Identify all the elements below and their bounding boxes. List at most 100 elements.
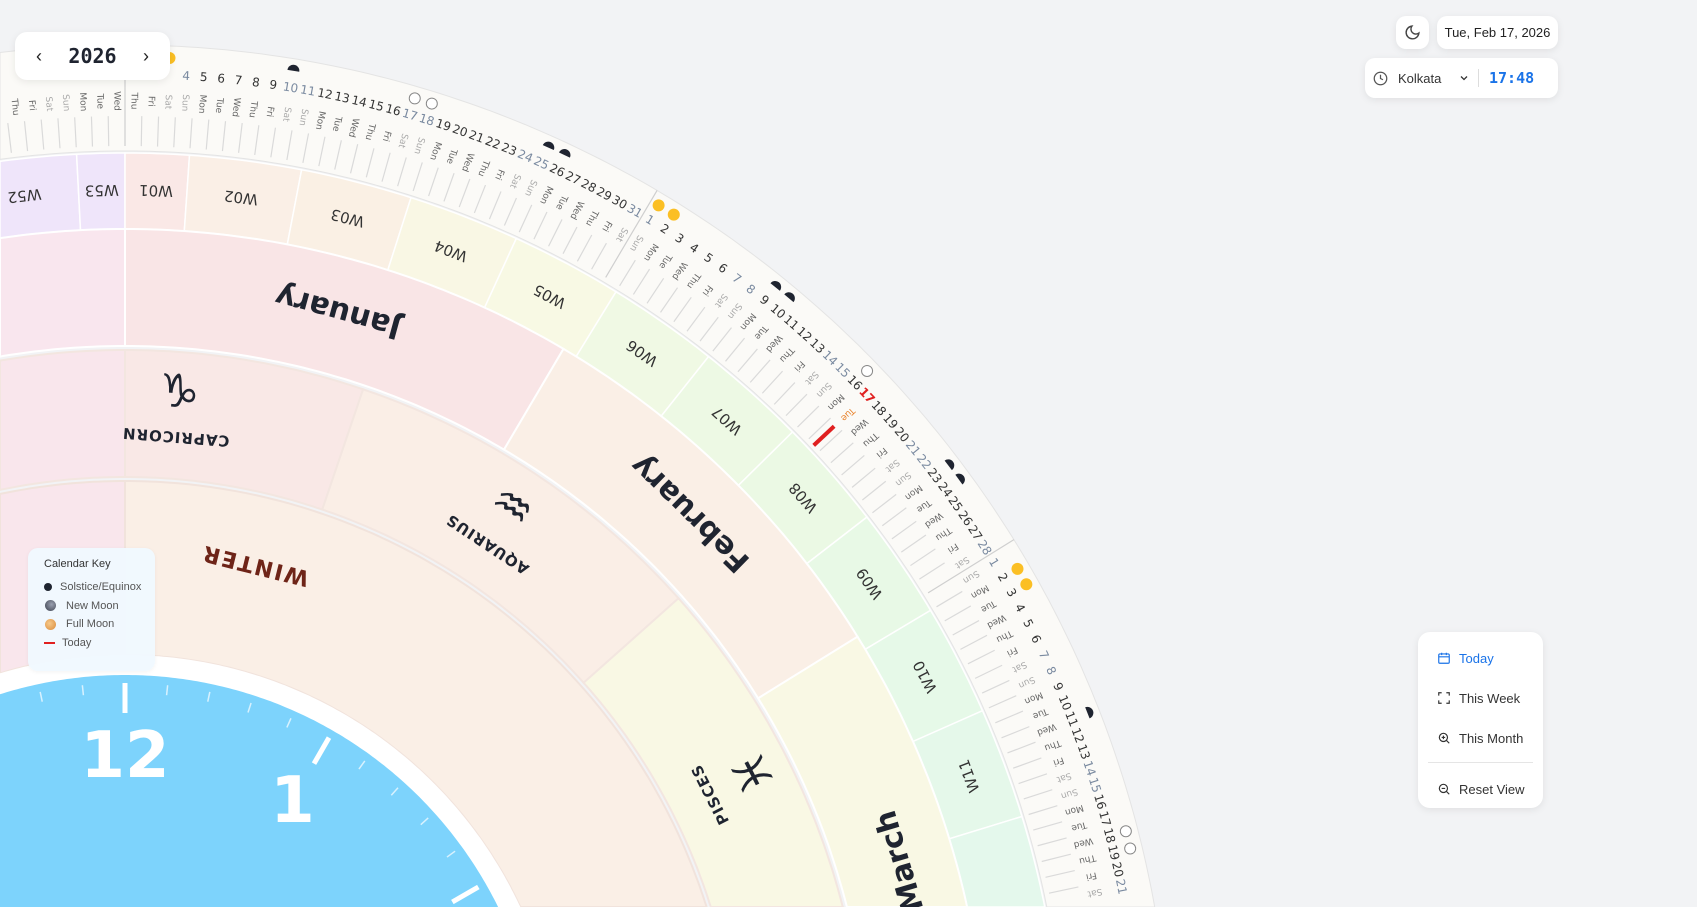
weekday-label: Sat: [1086, 886, 1103, 899]
day-tick: [981, 679, 1010, 694]
week-label: W01: [139, 181, 174, 200]
day-number: 25: [531, 154, 551, 173]
zodiac-segment[interactable]: [582, 596, 844, 907]
today-button[interactable]: Today: [1418, 638, 1543, 678]
day-number: 19: [1105, 843, 1122, 861]
weekday-label: Sat: [43, 96, 54, 112]
month-segment[interactable]: [756, 635, 969, 907]
day-tick: [302, 133, 310, 164]
day-tick: [761, 370, 784, 394]
day-number: 28: [975, 537, 995, 557]
this-month-button[interactable]: This Month: [1418, 718, 1543, 758]
day-number: 16: [1091, 792, 1109, 811]
day-tick: [349, 144, 359, 174]
quarter-moon-icon: [542, 141, 555, 151]
day-tick: [862, 480, 887, 501]
day-tick: [773, 382, 796, 405]
wheel-rings: [0, 44, 1156, 907]
this-week-label: This Week: [1459, 690, 1521, 706]
day-tick: [712, 327, 732, 352]
day-tick: [221, 121, 227, 152]
day-tick: [107, 116, 110, 147]
quarter-moon-icon: [1085, 706, 1094, 719]
day-number: 26: [547, 161, 567, 180]
legend-label: Today: [62, 636, 92, 649]
day-tick: [156, 116, 160, 147]
day-tick: [428, 167, 439, 197]
day-tick: [334, 140, 342, 170]
calendar-key: Calendar Key Solstice/Equinox New Moon F…: [28, 548, 155, 671]
legend-label: Full Moon: [66, 618, 115, 631]
season-segment[interactable]: [124, 480, 708, 907]
clock-icon: [1373, 71, 1388, 85]
chevron-left-icon[interactable]: ‹: [36, 45, 42, 66]
weekday-label: Wed: [346, 117, 360, 138]
day-number: 8: [251, 75, 260, 90]
day-tick: [952, 620, 980, 636]
month-segment[interactable]: [0, 228, 126, 358]
legend-item: New Moon: [44, 597, 155, 616]
day-tick: [995, 710, 1024, 724]
timezone-selector[interactable]: Kolkata 17:48: [1365, 58, 1558, 98]
day-tick: [988, 695, 1017, 709]
day-number: 21: [467, 127, 486, 145]
chevron-down-icon[interactable]: [1458, 72, 1470, 84]
day-tick: [488, 191, 502, 220]
day-tick: [591, 242, 607, 270]
year-label: 2026: [68, 44, 117, 68]
this-week-button[interactable]: This Week: [1418, 678, 1543, 718]
zodiac-segment[interactable]: [0, 349, 126, 491]
day-tick: [254, 125, 260, 156]
day-tick: [605, 190, 658, 278]
day-tick: [458, 178, 471, 208]
day-number: 13: [1075, 742, 1093, 761]
day-tick: [749, 359, 771, 383]
weekday-label: Sat: [280, 106, 292, 123]
day-number: 28: [579, 176, 599, 195]
day-tick: [1007, 741, 1036, 754]
day-number: 16: [384, 101, 402, 119]
day-number: 19: [434, 116, 453, 134]
chevron-right-icon[interactable]: ›: [142, 45, 149, 66]
weekday-label: Thu: [1078, 852, 1098, 866]
day-number: 10: [1056, 693, 1075, 712]
theme-toggle-button[interactable]: [1396, 16, 1429, 49]
day-tick: [1012, 757, 1042, 769]
day-tick: [1018, 773, 1048, 785]
weekday-label: Wed: [111, 91, 121, 111]
full-moon-icon: [667, 208, 680, 221]
quarter-moon-icon: [287, 64, 300, 72]
reset-view-button[interactable]: Reset View: [1418, 769, 1543, 809]
weekday-label: Tue: [94, 93, 104, 110]
weekday-label: Sat: [395, 132, 409, 149]
new-moon-icon: [1124, 842, 1137, 855]
clock-face[interactable]: [0, 675, 499, 907]
day-tick: [40, 119, 45, 150]
day-tick: [1001, 726, 1030, 739]
year-navigator: ‹ 2026 ›: [15, 32, 170, 80]
zoom-in-icon: [1438, 732, 1450, 744]
weekday-label: Sun: [1059, 786, 1078, 801]
day-tick: [919, 562, 945, 580]
weekday-label: Thu: [363, 121, 377, 141]
day-number: 20: [1109, 861, 1126, 879]
day-number: 11: [1062, 709, 1081, 728]
day-tick: [797, 405, 820, 428]
weekday-label: Thu: [8, 97, 20, 116]
day-tick: [443, 173, 455, 202]
weekday-label: Fri: [492, 167, 505, 181]
new-moon-icon: [45, 600, 56, 612]
day-tick: [891, 520, 917, 540]
divider: [1478, 69, 1479, 87]
day-number: 30: [609, 193, 629, 213]
day-number: 23: [499, 140, 518, 159]
day-number: 14: [1080, 759, 1098, 778]
clock-tick: [165, 685, 169, 696]
day-tick: [189, 118, 193, 149]
week-label: W52: [7, 185, 43, 207]
clock-number: 12: [80, 719, 169, 793]
timezone-name: Kolkata: [1398, 70, 1442, 86]
clock-tick: [311, 736, 332, 765]
weekday-label: Sat: [162, 94, 173, 110]
